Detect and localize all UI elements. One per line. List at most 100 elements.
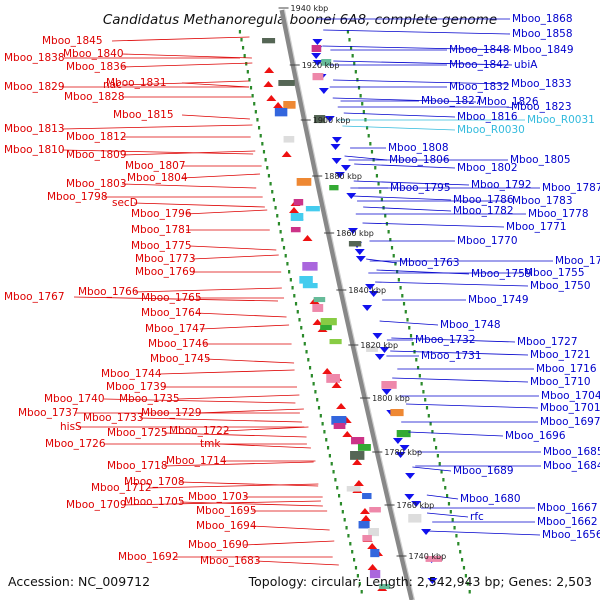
gene-label-right[interactable]: Mboo_1770 xyxy=(457,235,518,247)
gene-label-right[interactable]: Mboo_1826 xyxy=(478,96,539,108)
gene-label-right[interactable]: Mboo_1727 xyxy=(517,336,578,348)
gene-label-right[interactable]: Mboo_1842 xyxy=(449,59,510,71)
gene-label-right[interactable]: Mboo_1748 xyxy=(440,319,501,331)
gene-label-right[interactable]: Mboo_1758 xyxy=(555,255,600,267)
gene-label-left[interactable]: Mboo_1845 xyxy=(42,35,103,47)
gene-label-left[interactable]: Mboo_1838 xyxy=(4,52,65,64)
gene-label-left[interactable]: Mboo_1746 xyxy=(148,338,209,350)
gene-label-left[interactable]: Mboo_1764 xyxy=(141,307,202,319)
gene-label-left[interactable]: Mboo_1708 xyxy=(124,476,185,488)
gene-label-left[interactable]: Mboo_1809 xyxy=(66,149,127,161)
gene-label-left[interactable]: Mboo_1804 xyxy=(127,172,188,184)
gene-label-left[interactable]: Mboo_1767 xyxy=(4,291,65,303)
gene-label-left[interactable]: Mboo_1683 xyxy=(200,555,261,567)
gene-label-right[interactable]: Mboo_1763 xyxy=(399,257,460,269)
gene-label-right[interactable]: Mboo_1782 xyxy=(453,205,514,217)
gene-label-right[interactable]: Mboo_1696 xyxy=(505,430,566,442)
gene-label-right[interactable]: Mboo_1704 xyxy=(541,390,600,402)
gene-label-right[interactable]: Mboo_1759 xyxy=(471,268,532,280)
gene-label-left[interactable]: Mboo_1718 xyxy=(107,460,168,472)
gene-label-right[interactable]: Mboo_1684 xyxy=(543,460,600,472)
gene-label-left[interactable]: Mboo_1714 xyxy=(166,455,227,467)
gene-label-right[interactable]: Mboo_1732 xyxy=(415,334,476,346)
gene-label-right[interactable]: Mboo_1806 xyxy=(389,154,450,166)
gene-label-right[interactable]: Mboo_1721 xyxy=(530,349,591,361)
gene-label-left[interactable]: Mboo_1726 xyxy=(45,438,106,450)
gene-label-left[interactable]: Mboo_1725 xyxy=(107,427,168,439)
gene-label-left[interactable]: Mboo_1810 xyxy=(4,144,65,156)
gene-label-right[interactable]: Mboo_1689 xyxy=(453,465,514,477)
gene-label-right[interactable]: ubiA xyxy=(514,59,538,71)
gene-label-left[interactable]: Mboo_1769 xyxy=(135,266,196,278)
gene-label-left[interactable]: Mboo_1733 xyxy=(83,412,144,424)
gene-label-left[interactable]: Mboo_1813 xyxy=(4,123,65,135)
gene-label-left[interactable]: Mboo_1690 xyxy=(188,539,249,551)
gene-label-left[interactable]: Mboo_1712 xyxy=(91,482,152,494)
gene-label-left[interactable]: Mboo_1729 xyxy=(141,407,202,419)
gene-label-left[interactable]: Mboo_1796 xyxy=(131,208,192,220)
gene-label-right[interactable]: rfc xyxy=(470,511,484,523)
gene-label-right[interactable]: Mboo_1823 xyxy=(511,101,572,113)
gene-label-right[interactable]: Mboo_1832 xyxy=(449,81,510,93)
gene-label-left[interactable]: Mboo_1744 xyxy=(101,368,162,380)
gene-label-left[interactable]: Mboo_1781 xyxy=(131,224,192,236)
gene-label-right[interactable]: Mboo_1697 xyxy=(540,416,600,428)
gene-label-right[interactable]: Mboo_1755 xyxy=(524,267,585,279)
gene-label-right[interactable]: Mboo_1750 xyxy=(530,280,591,292)
gene-label-left[interactable]: Mboo_1815 xyxy=(113,109,174,121)
gene-label-right[interactable]: Mboo_1786 xyxy=(453,194,514,206)
gene-label-left[interactable]: Mboo_1737 xyxy=(18,407,79,419)
gene-label-left[interactable]: Mboo_1798 xyxy=(47,191,108,203)
gene-label-left[interactable]: Mboo_1775 xyxy=(131,240,192,252)
gene-label-left[interactable]: Mboo_1709 xyxy=(66,499,127,511)
gene-label-right[interactable]: Mboo_1667 xyxy=(537,502,598,514)
gene-label-left[interactable]: nac xyxy=(103,79,122,91)
gene-label-left[interactable]: Mboo_1695 xyxy=(196,505,257,517)
gene-label-left[interactable]: Mboo_1703 xyxy=(188,491,249,503)
gene-label-left[interactable]: Mboo_1694 xyxy=(196,520,257,532)
gene-label-right[interactable]: Mboo_1787 xyxy=(542,182,600,194)
gene-label-right[interactable]: Mboo_1858 xyxy=(512,28,573,40)
gene-label-left[interactable]: Mboo_1747 xyxy=(145,323,206,335)
gene-label-left[interactable]: tmk xyxy=(200,438,221,450)
gene-label-right[interactable]: Mboo_1749 xyxy=(468,294,529,306)
gene-label-right[interactable]: Mboo_1792 xyxy=(471,179,532,191)
gene-label-left[interactable]: Mboo_1773 xyxy=(135,253,196,265)
gene-label-right[interactable]: Mboo_R0030 xyxy=(457,124,525,136)
gene-label-left[interactable]: Mboo_1765 xyxy=(141,292,202,304)
gene-label-left[interactable]: Mboo_1705 xyxy=(124,496,185,508)
gene-label-left[interactable]: Mboo_1722 xyxy=(169,425,230,437)
gene-label-left[interactable]: Mboo_1840 xyxy=(63,48,124,60)
gene-label-right[interactable]: Mboo_1656 xyxy=(542,529,600,541)
gene-label-right[interactable]: Mboo_1808 xyxy=(388,142,449,154)
gene-label-right[interactable]: Mboo_1710 xyxy=(530,376,591,388)
gene-label-right[interactable]: Mboo_R0031 xyxy=(527,114,595,126)
gene-label-right[interactable]: Mboo_1833 xyxy=(511,78,572,90)
gene-label-left[interactable]: Mboo_1766 xyxy=(78,286,139,298)
gene-label-left[interactable]: hisS xyxy=(60,421,82,433)
gene-label-right[interactable]: Mboo_1731 xyxy=(421,350,482,362)
gene-label-left[interactable]: Mboo_1828 xyxy=(64,91,125,103)
gene-label-right[interactable]: Mboo_1827 xyxy=(421,95,482,107)
gene-label-left[interactable]: Mboo_1740 xyxy=(44,393,105,405)
gene-label-left[interactable]: Mboo_1836 xyxy=(66,61,127,73)
gene-label-right[interactable]: Mboo_1795 xyxy=(390,182,451,194)
gene-label-right[interactable]: Mboo_1848 xyxy=(449,44,510,56)
gene-label-left[interactable]: Mboo_1735 xyxy=(119,393,180,405)
gene-label-right[interactable]: Mboo_1868 xyxy=(512,13,573,25)
gene-label-left[interactable]: Mboo_1692 xyxy=(118,551,179,563)
gene-label-left[interactable]: Mboo_1812 xyxy=(66,131,127,143)
gene-label-right[interactable]: Mboo_1778 xyxy=(528,208,589,220)
gene-label-left[interactable]: secD xyxy=(112,197,138,209)
gene-label-right[interactable]: Mboo_1802 xyxy=(457,162,518,174)
gene-label-left[interactable]: Mboo_1831 xyxy=(106,77,167,89)
gene-label-right[interactable]: Mboo_1701 xyxy=(540,402,600,414)
gene-label-right[interactable]: Mboo_1849 xyxy=(513,44,574,56)
gene-label-left[interactable]: Mboo_1807 xyxy=(125,160,186,172)
gene-label-right[interactable]: Mboo_1771 xyxy=(506,221,567,233)
gene-label-left[interactable]: Mboo_1745 xyxy=(150,353,211,365)
gene-label-right[interactable]: Mboo_1680 xyxy=(460,493,521,505)
gene-label-right[interactable]: Mboo_1805 xyxy=(510,154,571,166)
gene-label-left[interactable]: Mboo_1803 xyxy=(66,178,127,190)
gene-label-left[interactable]: Mboo_1739 xyxy=(106,381,167,393)
